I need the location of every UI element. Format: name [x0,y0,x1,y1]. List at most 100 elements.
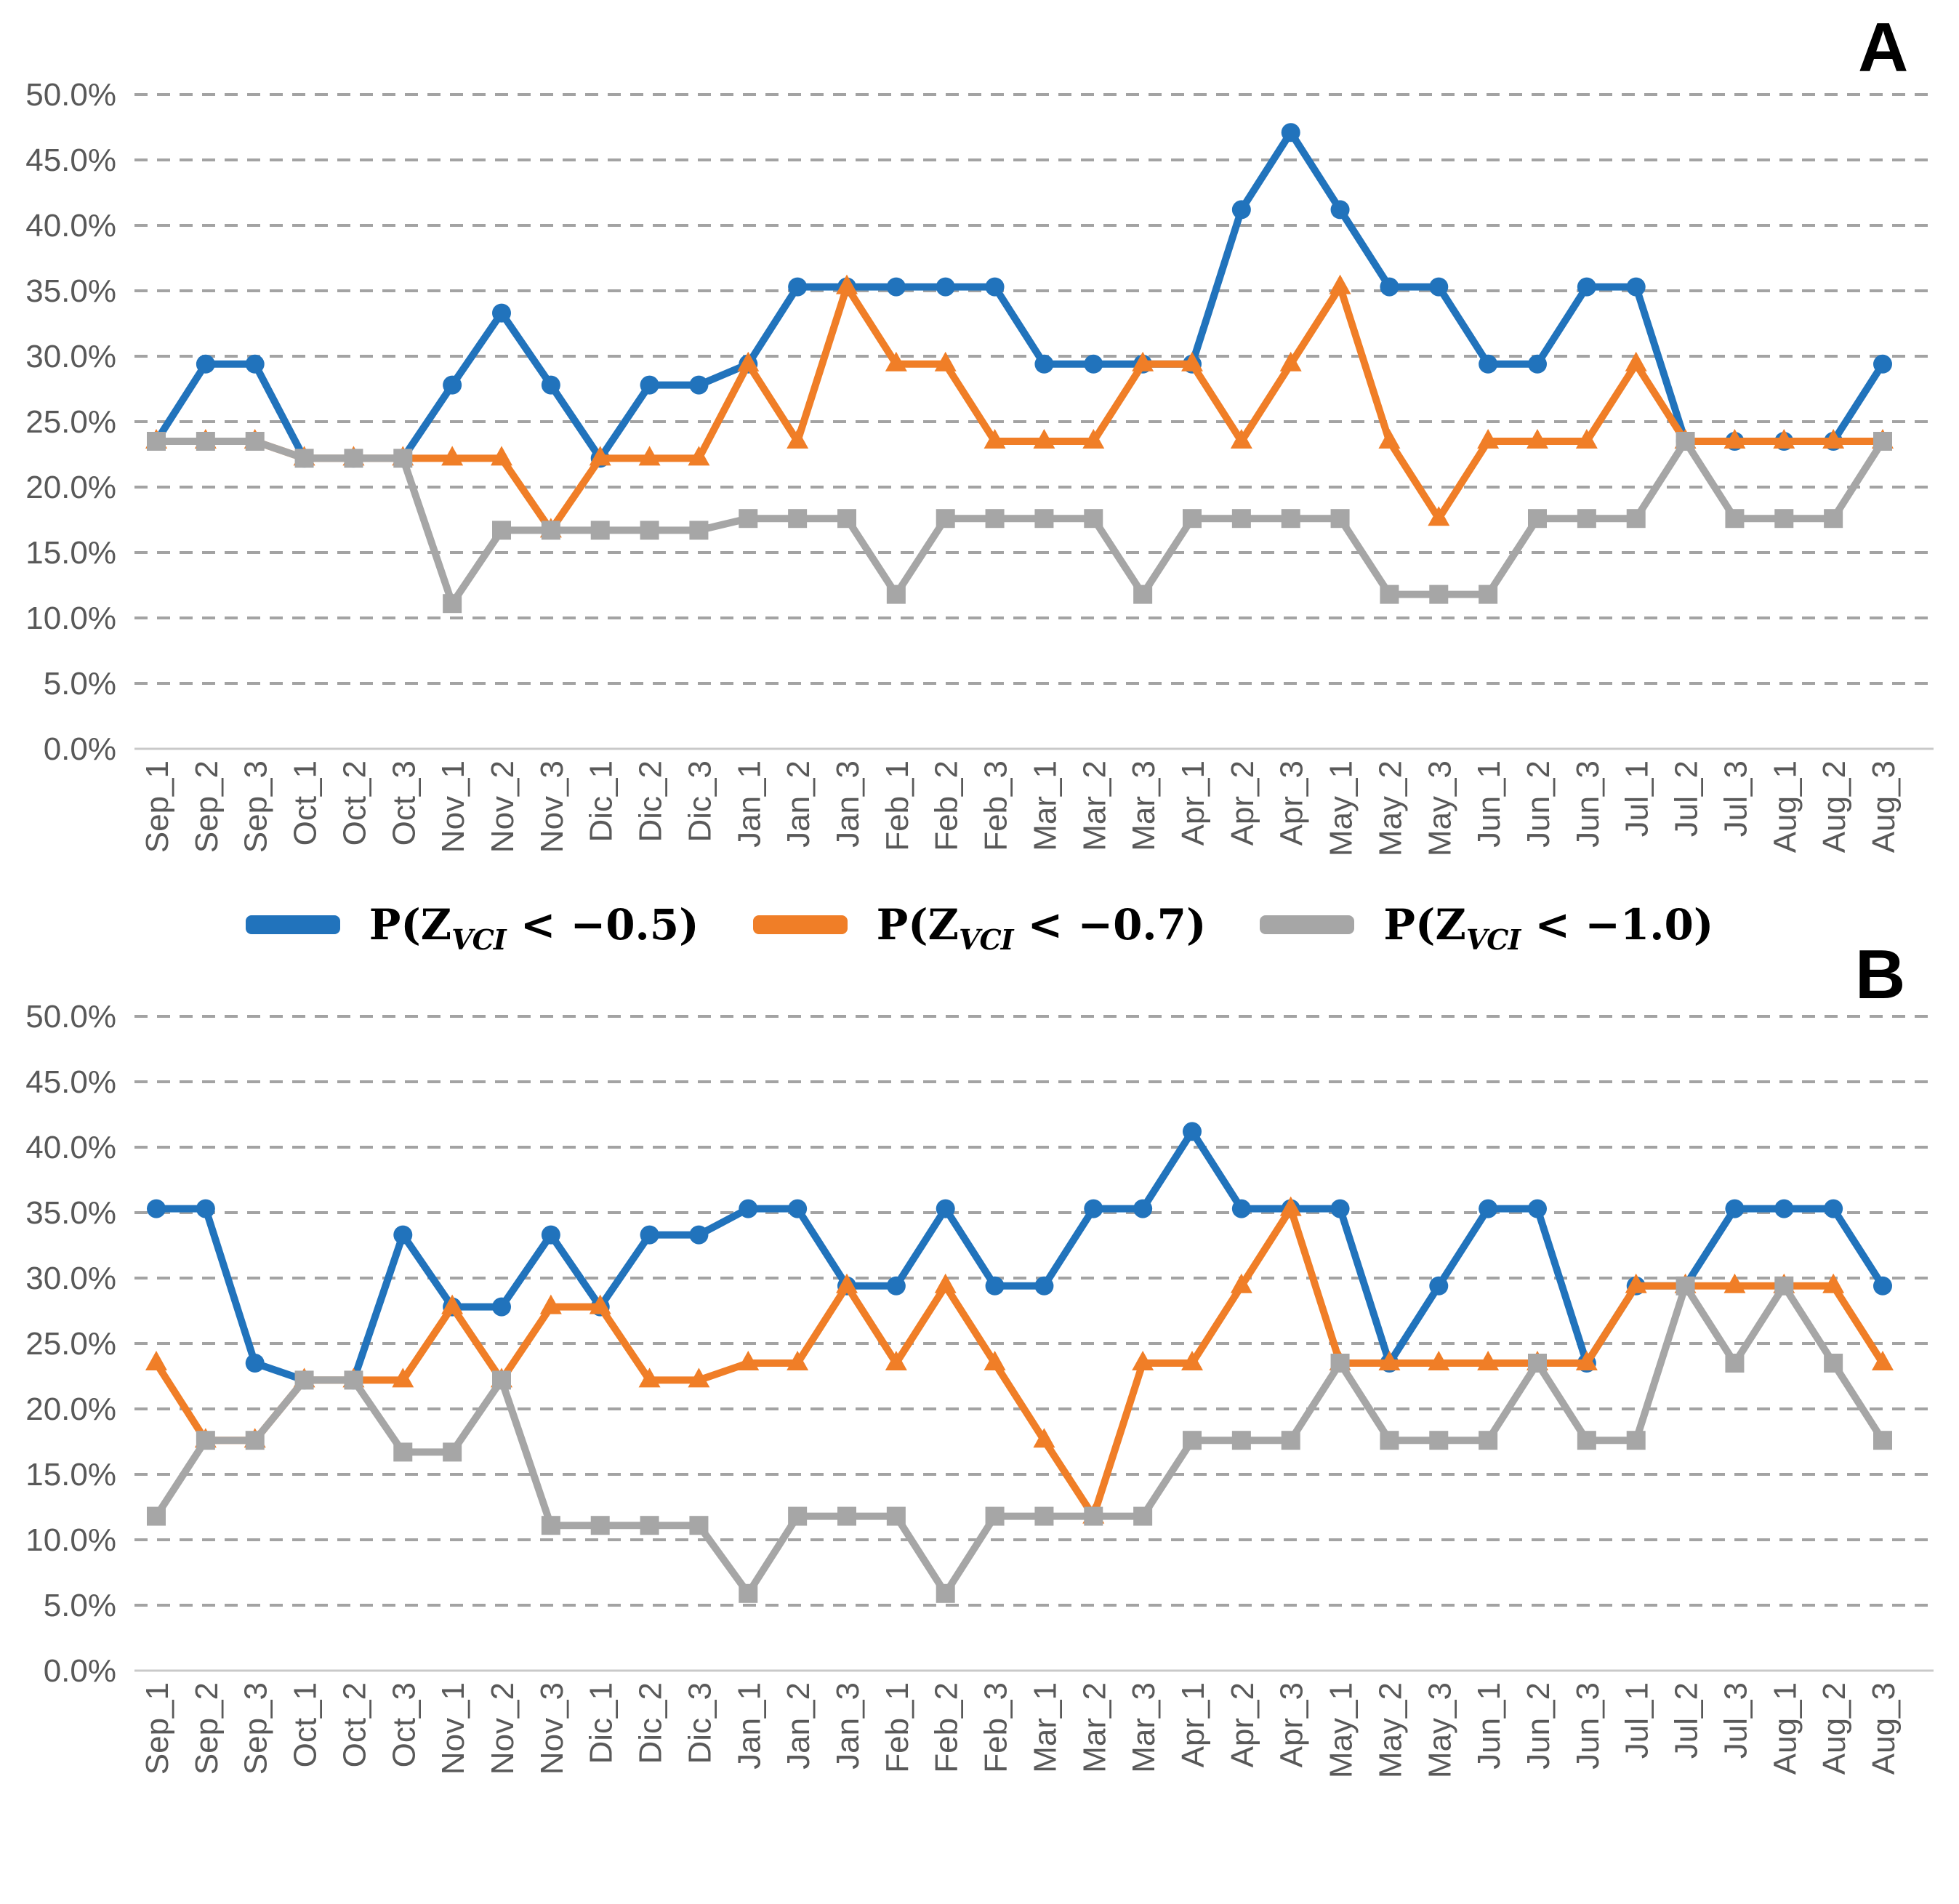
data-point-triangle [1428,1351,1450,1370]
x-axis-tick-label: Apr_1 [1175,1682,1211,1767]
data-point-circle [689,375,709,395]
data-point-circle [196,1199,215,1218]
data-point-circle [1380,277,1399,297]
x-axis-tick-label: Mar_1 [1027,1682,1063,1773]
line-chart-a: 0.0% 5.0% 10.0% 15.0% 20.0% 25.0% 30.0% 35.0% 40… [25,77,1934,856]
data-point-circle [1330,200,1350,220]
data-point-triangle [885,351,907,371]
data-point-triangle [1723,429,1746,449]
data-point-square [640,521,659,540]
data-point-triangle [589,1294,611,1314]
legend-item-1: P(ZVCI < −0.7) [752,900,1206,956]
x-axis-tick-label: Dic_1 [584,760,619,843]
data-point-circle [492,1297,511,1317]
x-axis-tick-label: Dic_3 [682,1682,717,1764]
legend-item-2: P(ZVCI < −1.0) [1260,900,1714,956]
data-point-square [640,1516,659,1535]
data-point-triangle [1033,429,1055,449]
series-line-1 [153,283,1886,534]
x-axis-tick-label: Jun_1 [1471,760,1507,848]
data-point-triangle [787,429,809,449]
legend-label: P(ZVCI < −1.0) [1383,900,1714,956]
data-point-square [1577,1431,1596,1450]
data-point-square [788,1506,808,1526]
data-point-triangle [1378,429,1401,449]
data-point-square [1330,509,1350,529]
data-point-square [393,449,413,468]
data-point-square [1084,1506,1103,1526]
data-point-square [196,1431,215,1450]
data-point-square [147,432,166,451]
x-axis-tick-label: Dic_2 [633,1682,669,1764]
x-axis-tick-label: Mar_1 [1027,760,1063,851]
data-point-triangle [1428,506,1450,526]
x-axis-tick-label: Oct_2 [337,1682,372,1767]
data-point-circle [640,375,659,395]
data-point-square [245,1431,265,1450]
data-point-circle [1528,354,1547,374]
panel-label-a: A [1858,9,1909,87]
data-point-square [1774,509,1794,529]
y-axis-tick-label: 30.0% [25,1261,116,1296]
x-axis-tick-label: Feb_2 [929,760,965,851]
x-axis-tick-label: Nov_3 [534,760,570,853]
data-point-triangle [1723,1273,1746,1293]
data-point-triangle [1477,1351,1500,1370]
data-point-circle [936,1199,955,1218]
data-point-circle [1084,354,1103,374]
data-point-circle [245,354,265,374]
data-point-circle [1873,354,1892,374]
x-axis-tick-label: Aug_3 [1866,760,1902,853]
y-axis-tick-label: 40.0% [25,1130,116,1165]
x-axis-tick-label: Jan_3 [830,760,866,848]
data-point-square [689,521,709,540]
y-axis-tick-label: 15.0% [25,1457,116,1493]
x-axis-tick-label: Jan_1 [731,1682,767,1770]
data-point-triangle [1181,351,1203,371]
data-point-square [1231,1431,1251,1450]
data-point-square [837,509,856,529]
x-axis-tick-label: Oct_1 [288,1682,323,1767]
data-point-square [1330,1354,1350,1373]
x-axis-tick-label: Feb_3 [978,1682,1014,1773]
data-point-square [1725,1354,1745,1373]
legend-a: P(ZVCI < −0.5) P(ZVCI < −0.7) P(ZVCI < −1.… [0,900,1959,956]
x-axis-tick-label: Nov_1 [435,760,471,853]
x-axis-tick-label: Aug_2 [1817,760,1852,853]
x-axis-tick-label: Jan_2 [781,1682,816,1770]
y-axis-tick-label: 5.0% [44,666,116,702]
x-axis-tick-label: Jul_1 [1620,1682,1655,1759]
data-point-circle [1774,1199,1794,1218]
data-point-square [739,1583,758,1603]
data-point-circle [541,375,560,395]
data-point-square [985,509,1005,529]
x-axis-tick-label: May_3 [1422,760,1457,856]
data-point-circle [1183,1122,1202,1141]
data-point-triangle [392,1367,414,1388]
x-axis-tick-label: Nov_1 [435,1682,471,1775]
x-axis-tick-label: Feb_1 [880,1682,915,1773]
data-point-circle [1429,277,1449,297]
data-point-circle [886,277,906,297]
x-axis-tick-label: May_1 [1324,1682,1359,1778]
x-axis-tick-label: Dic_2 [633,760,669,843]
data-point-circle [1231,200,1251,220]
data-point-square [1824,1354,1843,1373]
data-point-circle [1429,1276,1449,1296]
data-point-circle [1034,354,1054,374]
x-axis-tick-label: Jun_3 [1570,760,1606,848]
x-axis-tick-label: Apr_3 [1274,1682,1310,1767]
data-point-triangle [737,351,760,371]
data-point-square [1577,509,1596,529]
y-axis-tick-label: 0.0% [44,1653,116,1689]
data-point-circle [1577,277,1596,297]
data-point-triangle [1773,429,1795,449]
data-point-triangle [983,1351,1006,1370]
chart-panel-b: 0.0% 5.0% 10.0% 15.0% 20.0% 25.0% 30.0% 35.0% 40… [0,938,1959,1904]
data-point-square [443,594,462,614]
x-axis-tick-label: Aug_1 [1767,1682,1803,1775]
y-axis-tick-label: 35.0% [25,1195,116,1231]
x-axis-tick-label: Jul_1 [1620,760,1655,837]
x-axis-tick-label: Jul_2 [1669,760,1705,837]
